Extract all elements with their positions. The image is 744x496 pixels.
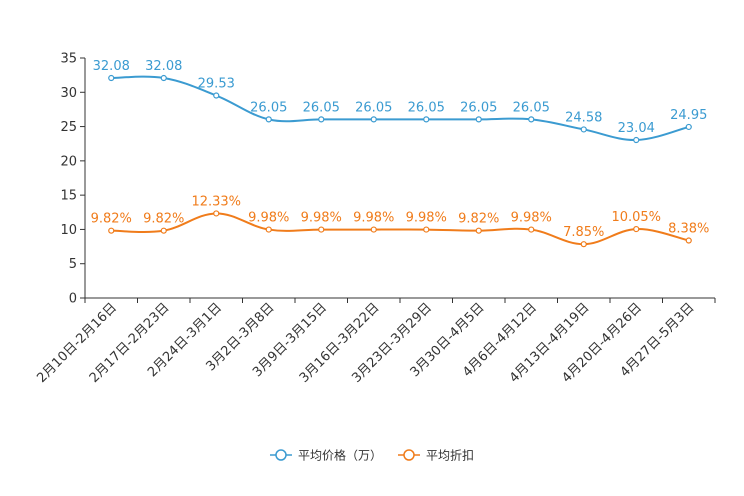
data-point[interactable] <box>213 92 220 99</box>
data-point[interactable] <box>423 116 430 123</box>
data-point[interactable] <box>370 116 377 123</box>
data-point[interactable] <box>318 116 325 123</box>
data-label: 10.05% <box>611 210 661 225</box>
data-label: 26.05 <box>250 100 287 115</box>
data-point[interactable] <box>528 226 535 233</box>
y-tick-label: 35 <box>60 52 77 67</box>
data-point[interactable] <box>528 116 535 123</box>
data-label: 24.58 <box>565 110 602 125</box>
y-tick-label: 25 <box>60 120 77 135</box>
series-points <box>108 74 692 248</box>
y-tick-label: 0 <box>69 292 77 307</box>
data-label: 26.05 <box>460 100 497 115</box>
data-point[interactable] <box>423 226 430 233</box>
data-label: 9.82% <box>143 212 184 227</box>
data-label: 9.98% <box>406 211 447 226</box>
series-lines <box>111 75 690 246</box>
data-label: 12.33% <box>191 194 241 209</box>
data-label: 23.04 <box>618 121 655 136</box>
data-label: 7.85% <box>563 225 604 240</box>
y-tick-label: 10 <box>60 223 77 238</box>
data-point[interactable] <box>633 225 640 233</box>
data-label: 26.05 <box>513 100 550 115</box>
data-point[interactable] <box>370 226 377 233</box>
data-label: 32.08 <box>145 59 182 74</box>
legend-item[interactable]: 平均折扣 <box>398 448 474 463</box>
data-label: 29.53 <box>198 77 235 92</box>
data-label: 9.98% <box>301 211 342 226</box>
series-line-1 <box>111 75 690 142</box>
data-label: 9.98% <box>353 211 394 226</box>
data-point[interactable] <box>213 210 220 217</box>
legend-circle-marker <box>403 449 415 461</box>
data-point[interactable] <box>108 74 115 82</box>
data-label: 26.05 <box>355 100 392 115</box>
data-point[interactable] <box>685 237 692 244</box>
y-tick-label: 30 <box>60 86 77 101</box>
data-labels: 32.08 32.08 29.53 26.05 26.05 26.05 26.05 26.05… <box>91 59 710 240</box>
legend-label: 平均折扣 <box>426 448 474 463</box>
y-tick-label: 5 <box>69 257 77 272</box>
data-point[interactable] <box>265 116 272 123</box>
data-point[interactable] <box>580 126 587 133</box>
data-label: 9.98% <box>511 211 552 226</box>
data-point[interactable] <box>265 226 272 233</box>
series-line-2 <box>111 212 689 246</box>
data-label: 24.95 <box>670 108 707 123</box>
y-tick-label: 15 <box>60 189 77 204</box>
y-tick-label: 20 <box>60 154 77 169</box>
legend-label: 平均价格（万） <box>298 448 382 463</box>
data-point[interactable] <box>108 227 115 234</box>
data-point[interactable] <box>580 241 587 248</box>
data-label: 8.38% <box>668 222 709 237</box>
data-point[interactable] <box>685 123 692 131</box>
data-point[interactable] <box>160 74 167 82</box>
data-point[interactable] <box>475 227 482 234</box>
data-point[interactable] <box>318 226 325 233</box>
legend-item[interactable]: 平均价格（万） <box>269 448 382 463</box>
data-label: 26.05 <box>408 100 445 115</box>
data-point[interactable] <box>475 116 482 123</box>
data-label: 32.08 <box>93 59 130 74</box>
data-label: 9.82% <box>91 212 132 227</box>
data-label: 9.98% <box>248 211 289 226</box>
data-label: 9.82% <box>458 212 499 227</box>
data-point[interactable] <box>160 227 167 234</box>
data-label: 26.05 <box>303 100 340 115</box>
legend-circle-marker <box>275 449 287 461</box>
data-point[interactable] <box>633 136 640 144</box>
legend[interactable]: 平均价格（万） 平均折扣 <box>269 448 474 463</box>
